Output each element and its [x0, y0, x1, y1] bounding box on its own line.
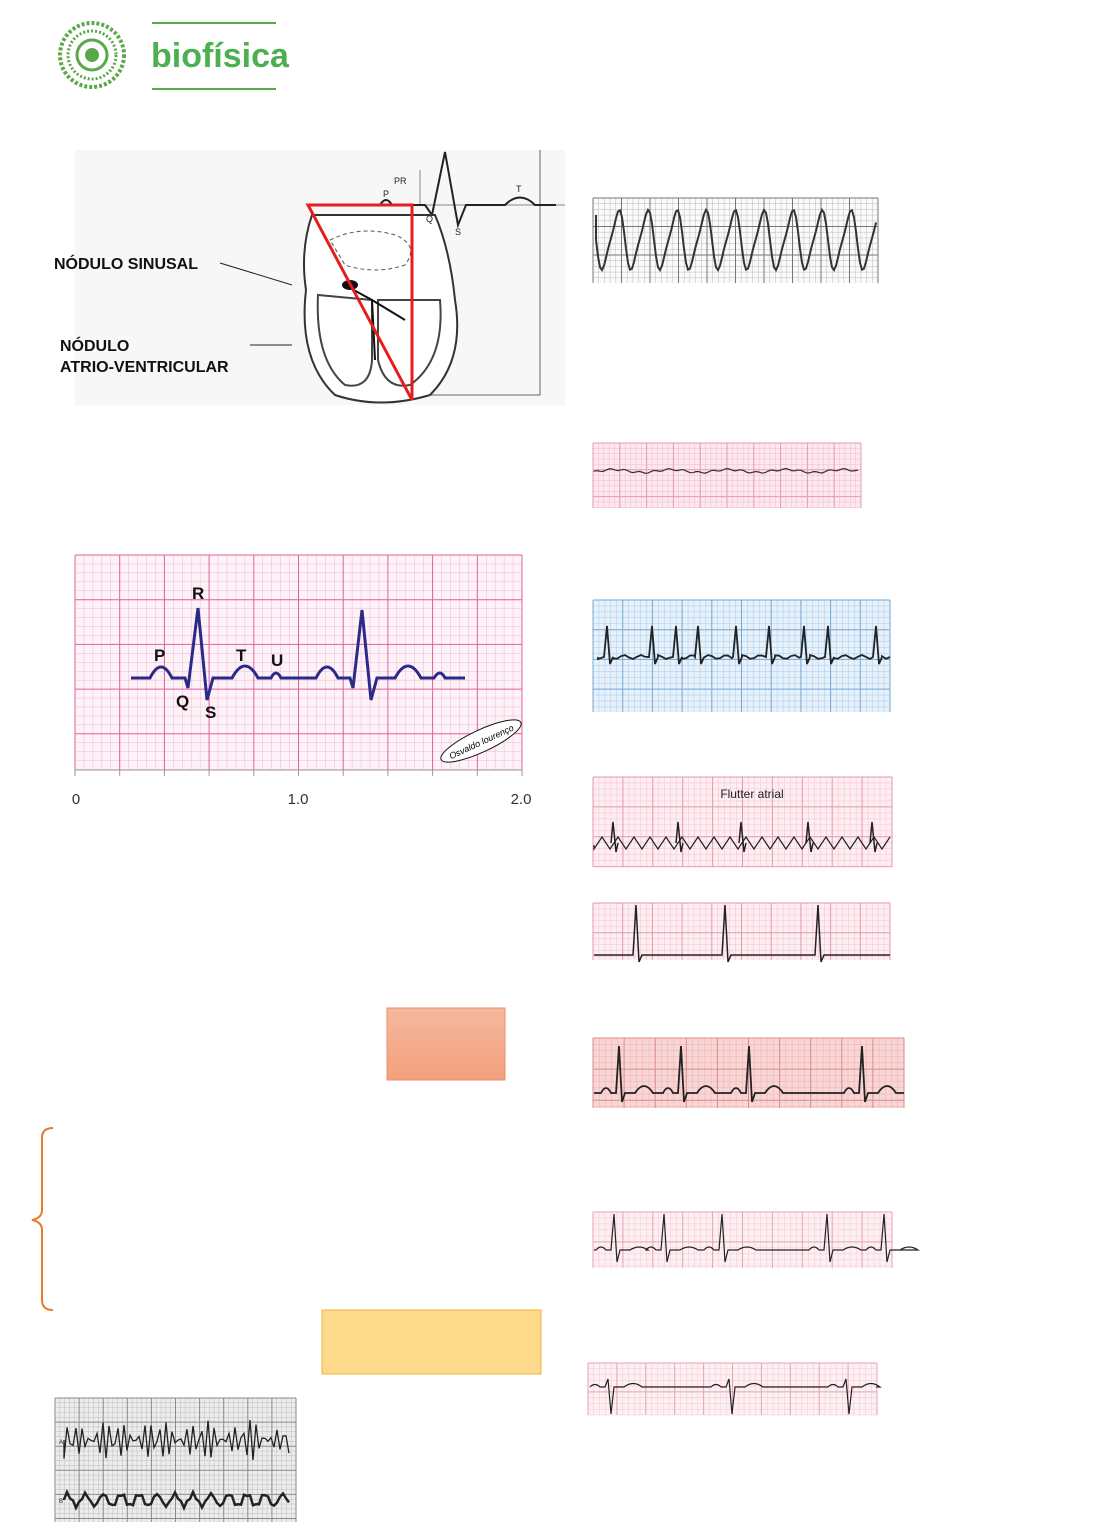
wave-label: T	[236, 646, 247, 665]
strip	[587, 1362, 882, 1416]
wave-label: U	[271, 651, 283, 670]
axis-label: 2.0	[511, 791, 532, 808]
wave-label: Q	[426, 214, 433, 224]
ecg-trace	[62, 1488, 290, 1512]
wave-label: S	[205, 703, 216, 722]
label: NÓDULO	[60, 336, 129, 355]
strip	[592, 1211, 920, 1268]
wave-label: Q	[176, 692, 189, 711]
brand: biofísica	[151, 37, 290, 75]
strip	[592, 442, 862, 508]
ecg-trace	[131, 607, 465, 701]
ecg-trace	[589, 1378, 882, 1415]
brace	[31, 1127, 54, 1311]
wave-label: R	[192, 584, 204, 603]
grid-major	[592, 197, 879, 283]
wave-label: P	[154, 646, 165, 665]
ecg-trace	[63, 1419, 290, 1460]
ecg-trace	[594, 1213, 920, 1263]
signature-oval	[440, 719, 522, 763]
ecg-strips	[54, 197, 920, 1522]
lead-label: B	[59, 1499, 63, 1505]
ecg-trace	[595, 207, 877, 273]
axis-label: 1.0	[288, 791, 309, 808]
ecg-grid	[74, 554, 523, 770]
color-box	[386, 1007, 506, 1081]
label: ATRIO-VENTRICULAR	[60, 359, 229, 376]
ecg-trace	[594, 1045, 904, 1103]
grid-major	[592, 902, 891, 960]
strip	[592, 776, 893, 868]
heart-diagram	[75, 150, 565, 405]
grid-major	[74, 554, 523, 770]
strip	[592, 1037, 905, 1108]
lead-label: A	[59, 1440, 63, 1446]
grid-major	[592, 1037, 905, 1108]
strip-label: Flutter atrial	[720, 787, 783, 801]
ecg-trace	[593, 835, 891, 851]
label: NÓDULO SINUSAL	[54, 254, 198, 273]
ecg-trace	[594, 904, 890, 963]
wave-label: T	[516, 184, 522, 194]
strip	[592, 197, 879, 283]
ecg-trace	[597, 625, 891, 665]
grid-major	[592, 442, 862, 508]
logo	[58, 21, 126, 89]
strip	[592, 902, 891, 963]
grid-major	[587, 1362, 878, 1415]
strip	[54, 1397, 297, 1522]
wave-label: S	[455, 227, 461, 237]
ecg-trace	[610, 821, 878, 853]
axis-label: 0	[72, 791, 80, 808]
wave-label: PR	[394, 176, 407, 186]
ecg-trace	[593, 467, 859, 474]
grid-major	[592, 1211, 893, 1268]
wave-label: P	[383, 189, 389, 199]
color-box	[321, 1309, 542, 1375]
axis-ticks	[74, 770, 523, 776]
strip	[592, 599, 891, 712]
